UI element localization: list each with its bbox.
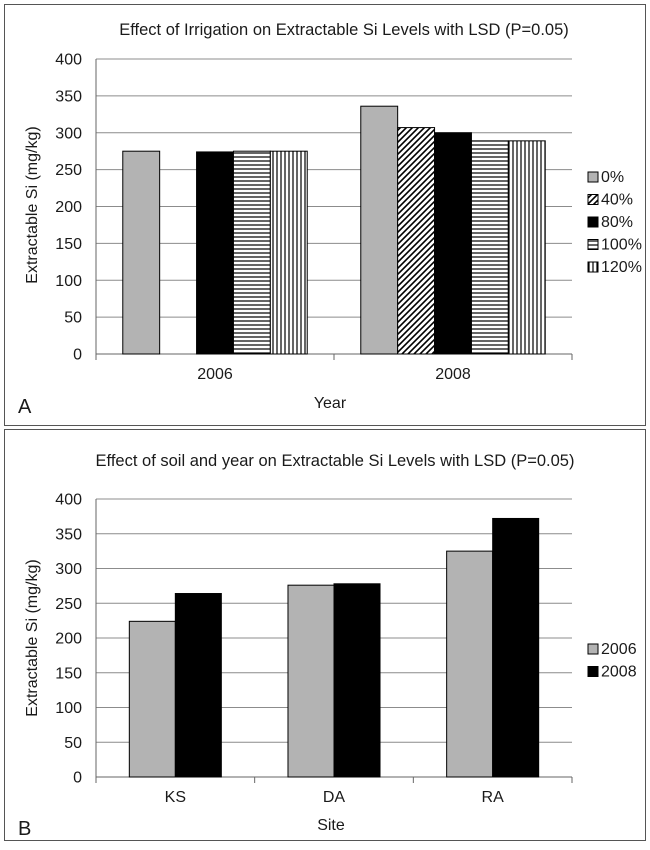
panel-a-letter: A [18, 396, 32, 418]
x-tick-label: 2008 [435, 366, 471, 383]
x-tick-label: KS [165, 789, 186, 806]
legend-swatch [588, 240, 598, 250]
legend-swatch [588, 195, 598, 205]
panel-b-plot: 0 50 100 150 200 250 300 350 400 KS DA RA [55, 492, 572, 807]
bar [288, 585, 334, 777]
panel-b: Effect of soil and year on Extractable S… [5, 430, 646, 841]
y-tick-label: 150 [55, 665, 82, 682]
y-tick-label: 400 [55, 492, 82, 509]
bar [447, 551, 493, 777]
y-tick-label: 0 [73, 770, 82, 787]
panel-b-xlabel: Site [317, 817, 345, 834]
y-tick-label: 400 [55, 52, 82, 69]
y-tick-label: 250 [55, 162, 82, 179]
legend-label: 80% [601, 214, 633, 231]
bar [334, 584, 380, 777]
y-tick-label: 0 [73, 347, 82, 364]
bar [471, 141, 508, 354]
bar [398, 128, 435, 354]
bar [175, 594, 221, 777]
panel-a-plot: 0 50 100 150 200 250 300 350 400 2006 2008 [55, 52, 572, 384]
legend-swatch [588, 172, 598, 182]
legend-label: 2006 [601, 641, 637, 658]
legend-swatch [588, 217, 598, 227]
y-tick-label: 250 [55, 596, 82, 613]
panel-b-letter: B [18, 818, 31, 840]
legend-label: 2008 [601, 664, 637, 681]
legend-swatch [588, 262, 598, 272]
y-tick-label: 100 [55, 700, 82, 717]
y-tick-label: 300 [55, 125, 82, 142]
panel-a-title: Effect of Irrigation on Extractable Si L… [119, 21, 569, 39]
panel-b-legend: 2006 2008 [588, 641, 637, 681]
bar [123, 151, 160, 354]
y-tick-label: 300 [55, 561, 82, 578]
legend-swatch [588, 644, 598, 654]
bar [233, 151, 270, 354]
legend-label: 40% [601, 192, 633, 209]
y-tick-label: 200 [55, 199, 82, 216]
x-tick-label: 2006 [197, 366, 233, 383]
legend-label: 120% [601, 259, 642, 276]
panel-a-xlabel: Year [314, 395, 347, 412]
bar [270, 151, 307, 354]
bar [361, 106, 398, 354]
panel-a: Effect of Irrigation on Extractable Si L… [5, 5, 646, 426]
panel-a-frame [5, 5, 646, 426]
panel-a-ylabel: Extractable Si (mg/kg) [24, 126, 41, 283]
x-tick-label: RA [482, 789, 505, 806]
legend-label: 100% [601, 237, 642, 254]
bar [197, 152, 234, 354]
panel-b-ylabel: Extractable Si (mg/kg) [24, 559, 41, 716]
y-tick-label: 200 [55, 631, 82, 648]
y-tick-label: 50 [64, 310, 82, 327]
panel-b-title: Effect of soil and year on Extractable S… [96, 452, 575, 470]
y-tick-label: 50 [64, 735, 82, 752]
legend-swatch [588, 667, 598, 677]
x-tick-label: DA [323, 789, 346, 806]
y-tick-label: 350 [55, 88, 82, 105]
y-tick-label: 350 [55, 526, 82, 543]
bar [129, 621, 175, 777]
legend-label: 0% [601, 169, 624, 186]
y-tick-label: 150 [55, 236, 82, 253]
bar [493, 518, 539, 777]
panel-a-legend: 0% 40% 80% 100% 120% [588, 169, 642, 276]
bar [435, 133, 472, 354]
y-tick-label: 100 [55, 273, 82, 290]
bar [508, 141, 545, 354]
